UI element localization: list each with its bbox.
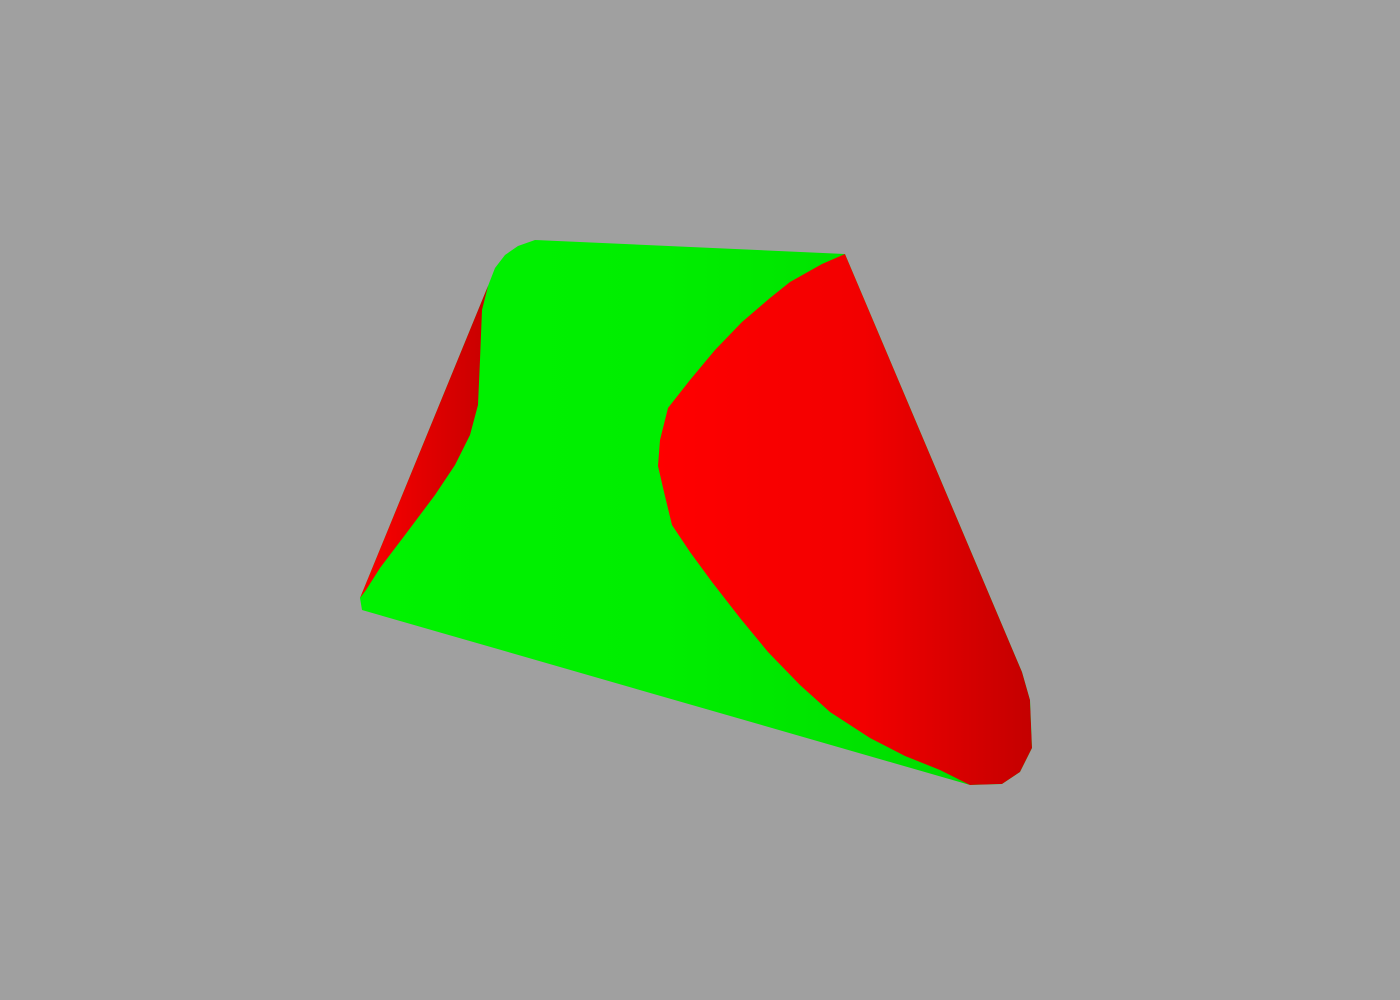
right-red-region (658, 254, 1032, 785)
